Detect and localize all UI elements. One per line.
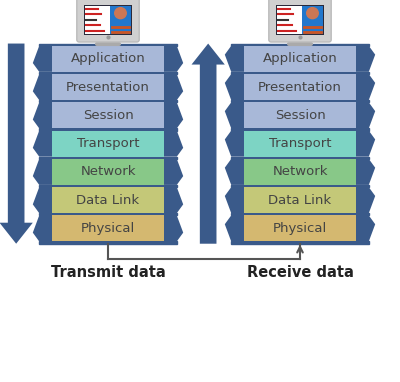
Text: Application: Application (71, 52, 145, 65)
Polygon shape (164, 131, 183, 157)
Bar (231, 241, 369, 244)
Bar (302, 6, 323, 34)
Bar (231, 213, 369, 215)
Polygon shape (356, 102, 375, 128)
Bar (231, 72, 369, 74)
Polygon shape (225, 74, 244, 100)
Text: Application: Application (263, 52, 337, 65)
Bar (276, 5, 324, 35)
Polygon shape (192, 44, 225, 244)
Polygon shape (356, 131, 375, 157)
Bar (244, 215, 356, 241)
FancyBboxPatch shape (269, 0, 331, 42)
FancyBboxPatch shape (77, 0, 139, 42)
Polygon shape (225, 187, 244, 213)
Bar (52, 187, 164, 213)
Bar (39, 100, 177, 102)
Bar (39, 44, 177, 46)
Bar (231, 157, 369, 159)
Polygon shape (356, 187, 375, 213)
Polygon shape (33, 46, 52, 72)
Polygon shape (164, 74, 183, 100)
Text: Physical: Physical (273, 222, 327, 235)
Polygon shape (356, 74, 375, 100)
Polygon shape (356, 215, 375, 241)
Polygon shape (164, 215, 183, 241)
Bar (52, 46, 164, 72)
Polygon shape (164, 102, 183, 128)
Polygon shape (225, 131, 244, 157)
Bar (244, 46, 356, 72)
Circle shape (307, 8, 318, 19)
Polygon shape (356, 46, 375, 72)
Bar (277, 6, 302, 34)
Circle shape (115, 8, 126, 19)
Polygon shape (164, 187, 183, 213)
Bar (84, 5, 132, 35)
Bar (85, 6, 110, 34)
Bar (52, 159, 164, 185)
Text: Transport: Transport (269, 137, 331, 150)
Polygon shape (164, 46, 183, 72)
Text: Physical: Physical (81, 222, 135, 235)
Polygon shape (0, 44, 33, 244)
Text: Network: Network (272, 165, 328, 178)
Polygon shape (225, 102, 244, 128)
Bar (231, 100, 369, 102)
Bar (244, 131, 356, 157)
Bar (52, 74, 164, 100)
Polygon shape (225, 159, 244, 185)
Text: Transmit data: Transmit data (51, 265, 165, 280)
Bar (244, 102, 356, 128)
Text: Receive data: Receive data (246, 265, 354, 280)
Bar (231, 185, 369, 187)
Text: Network: Network (80, 165, 136, 178)
Bar (244, 74, 356, 100)
Polygon shape (33, 131, 52, 157)
Bar (52, 215, 164, 241)
Bar (39, 241, 177, 244)
Bar (244, 187, 356, 213)
Bar (52, 102, 164, 128)
Text: Transport: Transport (77, 137, 139, 150)
Polygon shape (356, 159, 375, 185)
Bar (39, 213, 177, 215)
Bar (39, 128, 177, 131)
Bar (231, 44, 369, 46)
Bar (39, 157, 177, 159)
Polygon shape (225, 215, 244, 241)
Polygon shape (33, 215, 52, 241)
Text: Session: Session (83, 109, 133, 122)
Polygon shape (33, 102, 52, 128)
Bar (231, 128, 369, 131)
Text: Presentation: Presentation (66, 81, 150, 94)
Bar (52, 131, 164, 157)
Bar (39, 72, 177, 74)
Text: Data Link: Data Link (76, 194, 140, 207)
Bar (110, 6, 131, 34)
Text: Session: Session (275, 109, 325, 122)
Polygon shape (33, 74, 52, 100)
Polygon shape (33, 159, 52, 185)
Polygon shape (225, 46, 244, 72)
Bar (244, 159, 356, 185)
Polygon shape (33, 187, 52, 213)
Bar (39, 185, 177, 187)
Polygon shape (164, 159, 183, 185)
Text: Presentation: Presentation (258, 81, 342, 94)
Text: Data Link: Data Link (268, 194, 332, 207)
